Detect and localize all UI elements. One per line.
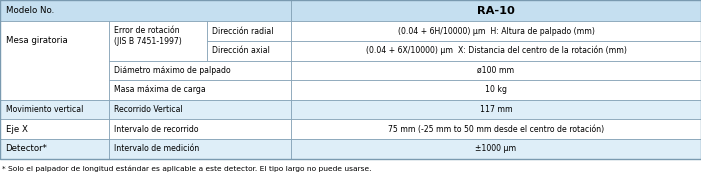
Bar [291,120,701,139]
Text: Dirección axial: Dirección axial [212,46,270,55]
Bar [207,21,291,41]
Text: ±1000 μm: ±1000 μm [475,144,517,153]
Bar [291,41,701,60]
Bar [291,100,701,120]
Text: Intervalo de recorrido: Intervalo de recorrido [114,125,198,134]
Bar [109,139,291,159]
Bar [0,21,109,100]
Text: 117 mm: 117 mm [479,105,512,114]
Bar [207,41,291,60]
Bar [109,60,291,80]
Bar [291,80,701,100]
Text: (JIS B 7451-1997): (JIS B 7451-1997) [114,37,182,46]
Text: RA-10: RA-10 [477,6,515,16]
Text: Detector*: Detector* [6,144,48,153]
Bar [0,100,109,120]
Bar [0,120,109,139]
Text: Eje X: Eje X [6,125,27,134]
Bar [0,0,701,159]
Text: Masa máxima de carga: Masa máxima de carga [114,86,205,94]
Bar [109,21,207,60]
Text: 75 mm (-25 mm to 50 mm desde el centro de rotación): 75 mm (-25 mm to 50 mm desde el centro d… [388,125,604,134]
Bar [0,139,109,159]
Text: Diámetro máximo de palpado: Diámetro máximo de palpado [114,66,230,75]
Bar [291,21,701,41]
Bar [109,100,291,120]
Bar [109,120,291,139]
Text: (0.04 + 6X/10000) μm  X: Distancia del centro de la rotación (mm): (0.04 + 6X/10000) μm X: Distancia del ce… [365,46,627,55]
Text: Mesa giratoria: Mesa giratoria [6,36,67,45]
Bar [109,80,291,100]
Bar [291,60,701,80]
Text: (0.04 + 6H/10000) μm  H: Altura de palpado (mm): (0.04 + 6H/10000) μm H: Altura de palpad… [397,27,594,36]
Text: Movimiento vertical: Movimiento vertical [6,105,83,114]
Bar [291,0,701,21]
Text: 10 kg: 10 kg [485,86,507,94]
Text: * Solo el palpador de longitud estándar es aplicable a este detector. El tipo la: * Solo el palpador de longitud estándar … [2,165,372,172]
Text: Error de rotación: Error de rotación [114,26,179,35]
Text: Dirección radial: Dirección radial [212,27,273,36]
Bar [0,0,291,21]
Bar [291,139,701,159]
Text: Intervalo de medición: Intervalo de medición [114,144,199,153]
Text: Recorrido Vertical: Recorrido Vertical [114,105,182,114]
Text: Modelo No.: Modelo No. [6,6,54,15]
Text: ø100 mm: ø100 mm [477,66,515,75]
